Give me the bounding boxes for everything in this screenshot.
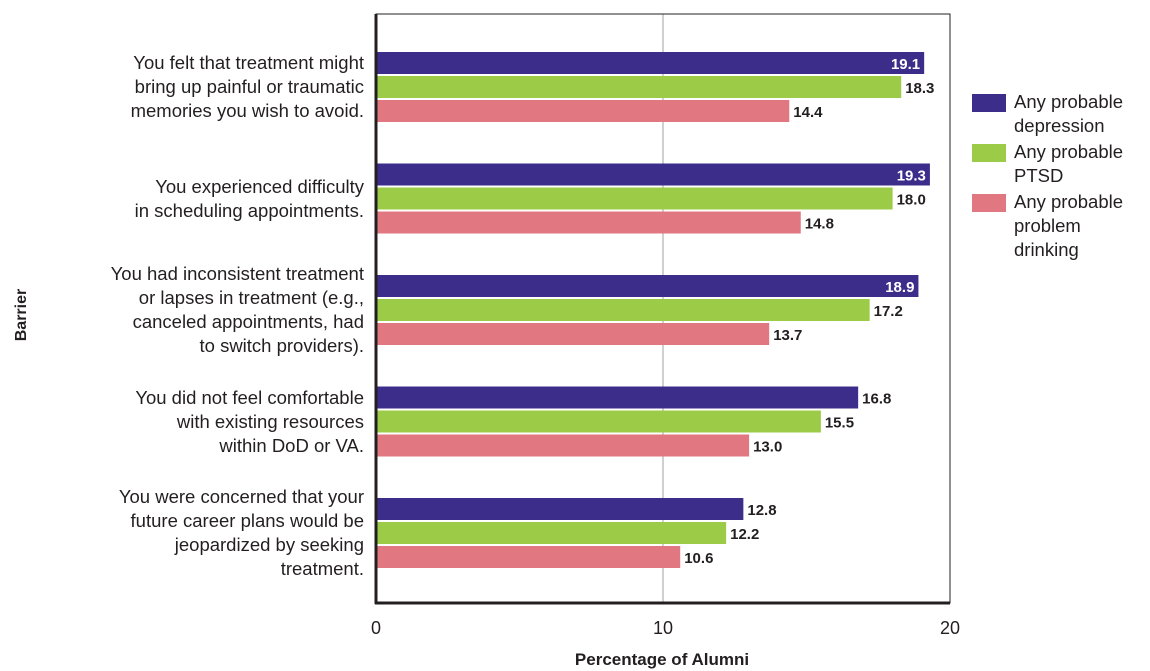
data-label: 13.7 xyxy=(773,327,802,344)
data-label: 14.4 xyxy=(793,104,823,121)
data-label: 16.8 xyxy=(862,391,891,408)
legend-item: Any probable PTSD xyxy=(972,140,1123,188)
x-axis-label: Percentage of Alumni xyxy=(574,650,750,669)
legend-swatch xyxy=(972,94,1006,112)
bar xyxy=(376,52,925,74)
legend-swatch xyxy=(972,144,1006,162)
bar xyxy=(376,275,919,297)
legend-item: Any probable depression xyxy=(972,90,1123,138)
bar xyxy=(376,211,801,234)
data-label: 19.1 xyxy=(891,56,920,73)
data-label: 15.5 xyxy=(825,415,854,432)
bar xyxy=(376,163,930,186)
data-label: 17.2 xyxy=(874,303,903,320)
category-label: You had inconsistent treatment or lapses … xyxy=(44,262,364,358)
bar xyxy=(376,386,859,409)
data-label: 14.8 xyxy=(805,216,834,233)
category-label-line: You felt that treatment might xyxy=(133,52,364,73)
category-label: You were concerned that your future caree… xyxy=(44,485,364,581)
data-label: 12.2 xyxy=(730,526,759,543)
category-label: You did not feel comfortable with existin… xyxy=(44,386,364,458)
category-label-line: jeopardized by seeking xyxy=(174,534,364,555)
y-axis-label: Barrier xyxy=(13,288,30,342)
x-tick-label: 10 xyxy=(653,618,673,638)
category-label-line: You were concerned that your xyxy=(118,486,364,507)
x-tick-label: 0 xyxy=(371,618,381,638)
bar xyxy=(376,546,681,568)
data-label: 18.3 xyxy=(905,80,934,97)
bar xyxy=(376,323,770,345)
bar xyxy=(376,100,790,122)
category-label-line: or lapses in treatment (e.g., xyxy=(138,287,364,308)
category-label-line: within DoD or VA. xyxy=(219,434,364,456)
data-label: 19.3 xyxy=(897,168,926,185)
bar xyxy=(376,434,750,457)
category-label-line: bring up painful or traumatic xyxy=(134,76,364,97)
legend-label-line: problem xyxy=(1014,215,1081,236)
category-label-line: treatment. xyxy=(280,558,364,579)
bar xyxy=(376,498,744,520)
data-label: 10.6 xyxy=(684,550,713,567)
category-label-line: to switch providers). xyxy=(199,335,365,356)
legend-swatch xyxy=(972,194,1006,212)
category-label-line: memories you wish to avoid. xyxy=(130,100,364,121)
legend-label-line: drinking xyxy=(1014,239,1079,260)
legend-label-line: depression xyxy=(1014,115,1105,136)
legend-label-line: Any probable xyxy=(1014,141,1124,162)
category-label-line: You had inconsistent treatment xyxy=(110,263,364,284)
bar xyxy=(376,410,821,433)
category-label-line: future career plans would be xyxy=(130,510,364,531)
data-label: 13.0 xyxy=(753,439,782,456)
legend-label-line: Any probable xyxy=(1014,91,1124,112)
bar xyxy=(376,299,870,321)
bar xyxy=(376,522,727,544)
legend-label-line: Any probable xyxy=(1014,191,1124,212)
bar xyxy=(376,76,902,98)
data-label: 18.0 xyxy=(897,192,926,209)
data-label: 18.9 xyxy=(885,279,914,296)
data-label: 12.8 xyxy=(747,502,776,519)
category-label: You felt that treatment might bring up pa… xyxy=(44,51,364,123)
category-label-line: canceled appointments, had xyxy=(132,311,364,332)
category-label-line: in scheduling appointments. xyxy=(134,199,364,221)
bar xyxy=(376,187,893,210)
category-label: You experienced difficulty in scheduling … xyxy=(44,175,364,223)
legend-label-line: PTSD xyxy=(1014,165,1064,186)
category-label-line: You experienced difficulty xyxy=(155,175,364,197)
legend: Any probable depression Any probable PTSD An… xyxy=(972,90,1123,264)
category-label-line: with existing resources xyxy=(176,410,364,432)
x-tick-label: 20 xyxy=(940,618,960,638)
legend-item: Any probable problem drinking xyxy=(972,190,1123,262)
category-label-line: You did not feel comfortable xyxy=(135,386,364,408)
